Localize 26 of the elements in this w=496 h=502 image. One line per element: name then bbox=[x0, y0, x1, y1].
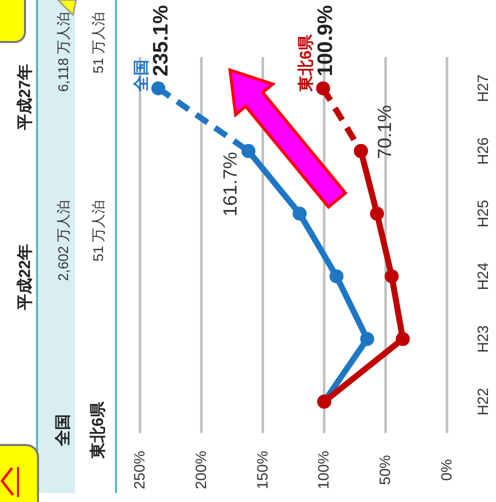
y-tick-label: H27 bbox=[475, 74, 492, 102]
y-tick-label: H26 bbox=[475, 137, 492, 165]
text: 51 万人泊 bbox=[90, 12, 106, 74]
y-tick-label: H24 bbox=[475, 262, 492, 290]
x-tick-label: 250% bbox=[132, 450, 148, 490]
text: 6,118 万人泊 bbox=[55, 12, 71, 92]
text: 東北6県 bbox=[297, 33, 316, 92]
x-tick-label: 50% bbox=[377, 454, 394, 486]
text: 平成27年 bbox=[16, 64, 34, 131]
text: 平成22年 bbox=[16, 244, 34, 311]
text: 51 万人泊 bbox=[90, 200, 106, 262]
x-tick-label: 200% bbox=[192, 450, 210, 490]
data-label: 100.9% bbox=[314, 4, 338, 76]
y-tick-label: H22 bbox=[475, 388, 492, 416]
x-tick-label: 100% bbox=[316, 450, 333, 490]
data-label: 70.1% bbox=[374, 105, 396, 159]
x-tick-label: 0% bbox=[438, 459, 456, 481]
data-label: 235.1% bbox=[149, 4, 172, 76]
text: 全国 bbox=[132, 59, 150, 92]
text: 東北6県 bbox=[89, 400, 107, 460]
y-tick-label: H23 bbox=[475, 325, 492, 353]
data-label: 161.7% bbox=[220, 152, 242, 216]
x-tick-label: 150% bbox=[254, 450, 272, 490]
text: 全国 bbox=[54, 414, 72, 447]
text: 2,602 万人泊 bbox=[55, 200, 71, 281]
y-tick-label: H25 bbox=[475, 200, 492, 228]
